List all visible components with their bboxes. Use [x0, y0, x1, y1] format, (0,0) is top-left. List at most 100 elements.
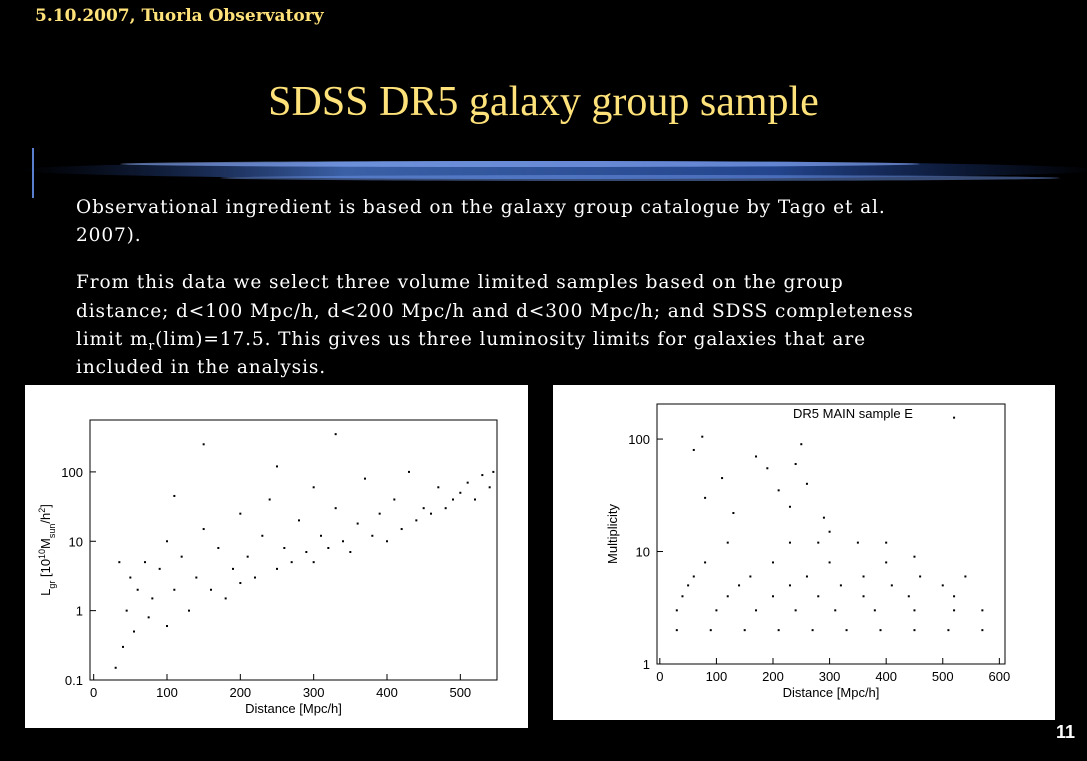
point — [788, 584, 791, 587]
x-tick-label: 200 — [229, 685, 251, 700]
point — [839, 584, 842, 587]
point — [862, 575, 865, 578]
point — [151, 597, 154, 600]
point — [981, 609, 984, 612]
plot-frame — [656, 403, 1006, 665]
page-number: 11 — [1055, 722, 1075, 742]
point — [692, 448, 695, 451]
point — [794, 463, 797, 466]
point — [777, 629, 780, 632]
x-tick-label: 300 — [819, 669, 841, 684]
point — [312, 486, 315, 489]
point — [766, 467, 769, 470]
point — [195, 576, 198, 579]
x-tick-label: 100 — [706, 669, 728, 684]
point — [481, 474, 484, 477]
point — [180, 555, 183, 558]
y-tick-label: 100 — [628, 432, 650, 447]
y-tick-label: 0.1 — [65, 673, 83, 688]
point — [393, 498, 396, 501]
point — [749, 575, 752, 578]
point — [828, 530, 831, 533]
point — [862, 595, 865, 598]
point — [210, 588, 212, 591]
point — [283, 546, 286, 549]
point — [726, 595, 729, 598]
point — [709, 629, 712, 632]
text-line: From this data we select three volume li… — [76, 272, 844, 293]
point — [125, 609, 128, 612]
point — [239, 582, 242, 585]
point — [811, 629, 814, 632]
point — [828, 561, 831, 564]
point — [232, 567, 234, 570]
point — [298, 519, 300, 522]
point — [173, 494, 176, 497]
text-part: r — [148, 338, 156, 353]
point — [224, 597, 227, 600]
point — [268, 498, 271, 501]
point — [327, 546, 330, 549]
point — [408, 470, 410, 473]
x-tick-label: 200 — [762, 669, 784, 684]
point — [964, 575, 967, 578]
slide-date: 5.10.2007, Tuorla Observatory — [35, 6, 324, 26]
point — [118, 561, 121, 564]
x-tick-label: 400 — [376, 685, 398, 700]
point — [726, 541, 729, 544]
point — [788, 505, 791, 508]
point — [349, 551, 352, 554]
point — [772, 595, 774, 598]
text-part: (lim)=17.5. This gives us three luminosi… — [155, 329, 866, 350]
point — [356, 522, 359, 525]
point — [114, 666, 117, 669]
text-line: Observational ingredient is based on the… — [76, 197, 886, 218]
point — [755, 455, 758, 458]
point — [202, 528, 205, 531]
y-label-part: sun — [47, 524, 57, 539]
point — [334, 433, 337, 436]
point — [488, 486, 491, 489]
point — [492, 470, 495, 473]
point — [856, 541, 859, 544]
point — [459, 491, 462, 494]
chart-luminosity: 0 100 200 300 400 500 0.1 1 10 100 Distance [Mpc/h… — [25, 385, 528, 728]
point — [817, 541, 820, 544]
y-tick-label: 10 — [69, 534, 83, 549]
y-label-part: M — [38, 538, 53, 549]
point — [474, 498, 476, 501]
point — [890, 584, 893, 587]
point — [721, 477, 724, 480]
y-tick-label: 10 — [636, 545, 650, 560]
x-tick-label: 500 — [449, 685, 471, 700]
point — [885, 561, 888, 564]
y-tick-label: 1 — [643, 657, 650, 672]
point — [704, 496, 707, 499]
point — [188, 609, 190, 612]
point — [788, 541, 791, 544]
point — [129, 576, 132, 579]
point — [913, 629, 916, 632]
point — [879, 629, 882, 632]
point — [743, 629, 746, 632]
point — [386, 540, 388, 543]
point — [800, 443, 803, 446]
text-line: limit mr(lim)=17.5. This gives us three … — [76, 329, 866, 353]
point — [817, 595, 820, 598]
point — [687, 584, 690, 587]
point — [334, 507, 337, 510]
point — [953, 609, 956, 612]
y-label-part: 10 — [37, 549, 47, 559]
point — [675, 609, 678, 612]
point — [400, 528, 403, 531]
text-part: limit m — [76, 329, 149, 350]
point — [907, 595, 910, 598]
point — [794, 609, 797, 612]
chart-title: DR5 MAIN sample E — [793, 406, 913, 421]
x-tick-label: 100 — [156, 685, 178, 700]
point — [681, 595, 684, 598]
slide-title: SDSS DR5 galaxy group sample — [268, 79, 819, 125]
point — [919, 575, 922, 578]
point — [845, 629, 848, 632]
